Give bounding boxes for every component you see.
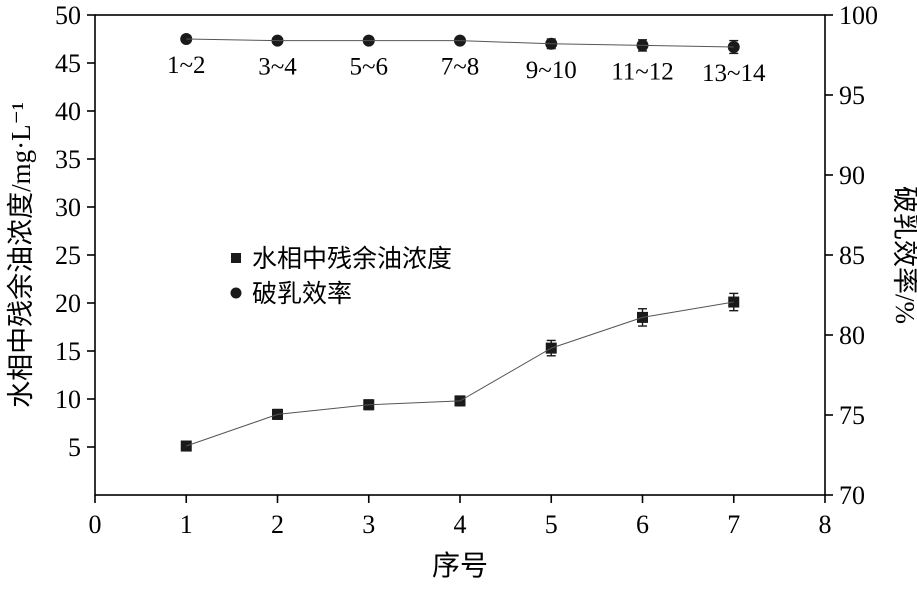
annotation-label: 1~2 [167, 52, 206, 79]
annotation-label: 11~12 [611, 58, 674, 85]
left-axis-title: 水相中残余油浓度/mg·L⁻¹ [6, 102, 36, 408]
legend-marker-square [231, 253, 241, 263]
annotation-label: 9~10 [526, 57, 577, 84]
tick-label: 45 [55, 49, 81, 78]
right-axis-title: 破乳效率/% [890, 186, 917, 324]
tick-label: 25 [55, 241, 81, 270]
x-axis: 0 1 2 3 4 5 6 7 8 序号 [89, 495, 832, 582]
tick-label: 0 [89, 510, 102, 539]
series-line [186, 301, 734, 447]
legend-label: 破乳效率 [252, 280, 352, 308]
series-line [186, 38, 734, 48]
tick-label: 85 [839, 241, 865, 270]
tick-label: 90 [839, 161, 865, 190]
tick-label: 100 [839, 1, 878, 30]
tick-label: 1 [180, 510, 193, 539]
x-axis-title: 序号 [432, 550, 488, 582]
tick-label: 7 [727, 510, 740, 539]
tick-label: 10 [55, 385, 81, 414]
tick-label: 70 [839, 481, 865, 510]
data-point-square [180, 440, 192, 452]
tick-label: 15 [55, 337, 81, 366]
data-point-circle [180, 33, 193, 45]
annotation-label: 5~6 [349, 54, 388, 81]
series-efficiency: 1~2 3~4 5~6 7~8 9~10 11~12 13~14 [167, 33, 766, 87]
tick-label: 40 [55, 97, 81, 126]
tick-label: 2 [271, 510, 284, 539]
tick-label: 50 [55, 1, 81, 30]
right-axis: 70 75 80 85 90 95 100 破乳效率/% [825, 1, 917, 510]
left-axis: 5 10 15 20 25 30 35 40 45 50 水相中残余油浓度/mg·L⁻¹ [6, 1, 95, 462]
legend-label: 水相中残余油浓度 [252, 245, 452, 273]
tick-label: 8 [819, 510, 832, 539]
tick-label: 35 [55, 145, 81, 174]
annotation-label: 13~14 [702, 60, 766, 87]
tick-label: 6 [636, 510, 649, 539]
tick-label: 80 [839, 321, 865, 350]
tick-label: 5 [68, 433, 81, 462]
annotation-label: 7~8 [441, 54, 480, 81]
tick-label: 75 [839, 401, 865, 430]
legend-marker-circle [230, 287, 242, 299]
annotation-label: 3~4 [258, 54, 297, 81]
tick-label: 30 [55, 193, 81, 222]
tick-label: 20 [55, 289, 81, 318]
axis-frame [94, 14, 826, 496]
tick-label: 5 [545, 510, 558, 539]
tick-label: 95 [839, 81, 865, 110]
tick-label: 4 [454, 510, 467, 539]
tick-label: 3 [362, 510, 375, 539]
series-residual-oil [180, 292, 740, 452]
